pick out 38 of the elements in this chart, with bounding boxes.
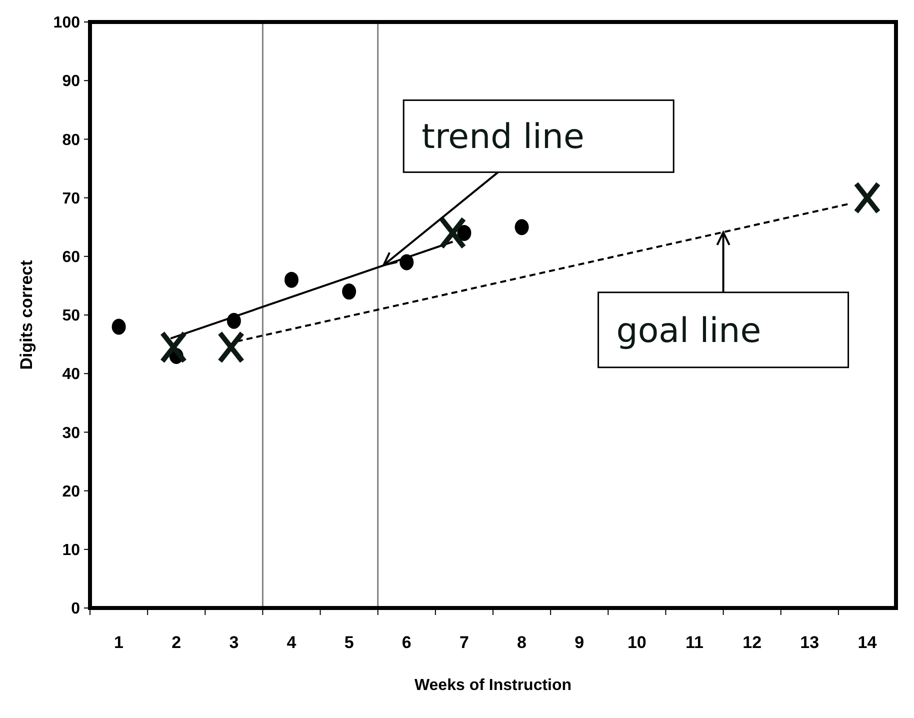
point: [457, 224, 472, 241]
y-tick-label: 50: [62, 308, 80, 325]
y-tick-label: 10: [62, 542, 80, 559]
y-tick-label: 0: [71, 600, 80, 618]
y-tick-label: 80: [62, 132, 80, 149]
point: [514, 219, 529, 236]
x-tick-label: 10: [627, 633, 646, 652]
x-tick-label: 9: [574, 633, 584, 652]
x-tick-label: 14: [858, 633, 878, 652]
x-tick-label: 7: [459, 633, 469, 652]
point: [284, 272, 298, 288]
x-tick-label: 8: [517, 633, 527, 652]
point: [342, 284, 356, 300]
y-tick-label: 90: [62, 73, 80, 90]
x-tick-label: 12: [742, 633, 762, 652]
y-axis-title: Digits correct: [17, 260, 36, 370]
y-tick-label: 100: [53, 14, 80, 32]
y-tick-label: 70: [62, 190, 80, 208]
x-tick-label: 11: [686, 633, 704, 652]
x-tick-label: 4: [286, 633, 297, 652]
y-tick-label: 30: [62, 424, 80, 442]
y-tick-label: 60: [62, 249, 80, 266]
point: [160, 330, 187, 364]
point: [439, 216, 466, 250]
y-tick-label: 20: [62, 483, 80, 500]
x-tick-label: 13: [800, 633, 820, 652]
x-axis-title: Weeks of Instruction: [414, 677, 572, 694]
annotation: trend line: [422, 117, 584, 158]
point: [112, 318, 126, 335]
x-tick-label: 6: [402, 633, 412, 652]
x-tick-label: 1: [114, 633, 124, 652]
point: [854, 181, 881, 214]
point: [218, 330, 245, 364]
x-tick-label: 3: [229, 633, 239, 652]
x-tick-label: 2: [172, 633, 182, 652]
y-tick-label: 40: [62, 366, 80, 384]
annotation: goal line: [616, 310, 762, 351]
x-tick-label: 5: [344, 633, 354, 652]
